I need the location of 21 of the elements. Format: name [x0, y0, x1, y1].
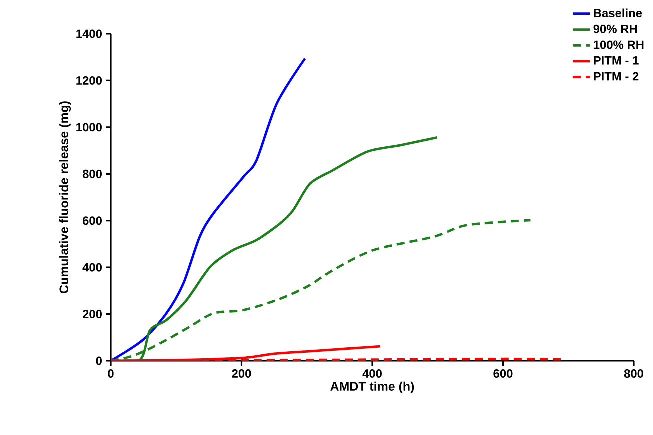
y-tick-label: 800: [82, 170, 102, 178]
x-tick-label: 800: [624, 370, 644, 378]
x-tick-label: 400: [362, 370, 382, 378]
x-tick-label: 200: [232, 370, 252, 378]
legend-label: PITM - 1: [594, 56, 639, 65]
y-tick-label: 1400: [76, 30, 102, 38]
x-tick-label: 0: [108, 370, 114, 378]
legend-label: PITM - 2: [594, 72, 639, 81]
y-tick-label: 0: [96, 356, 102, 366]
y-axis-title: Cumulative fluoride release (mg): [59, 102, 72, 294]
x-axis-title: AMDT time (h): [330, 382, 414, 394]
line-series: [111, 58, 306, 361]
y-tick-label: 200: [82, 310, 102, 319]
y-tick-label: 1000: [76, 123, 102, 132]
legend-label: 100% RH: [594, 40, 644, 50]
y-tick-label: 1200: [76, 76, 102, 85]
x-tick-label: 600: [494, 370, 513, 378]
y-tick-label: 400: [82, 263, 102, 272]
y-tick-label: 600: [82, 216, 102, 226]
legend-label: Baseline: [594, 8, 642, 18]
legend-label: 90% RH: [594, 24, 638, 34]
